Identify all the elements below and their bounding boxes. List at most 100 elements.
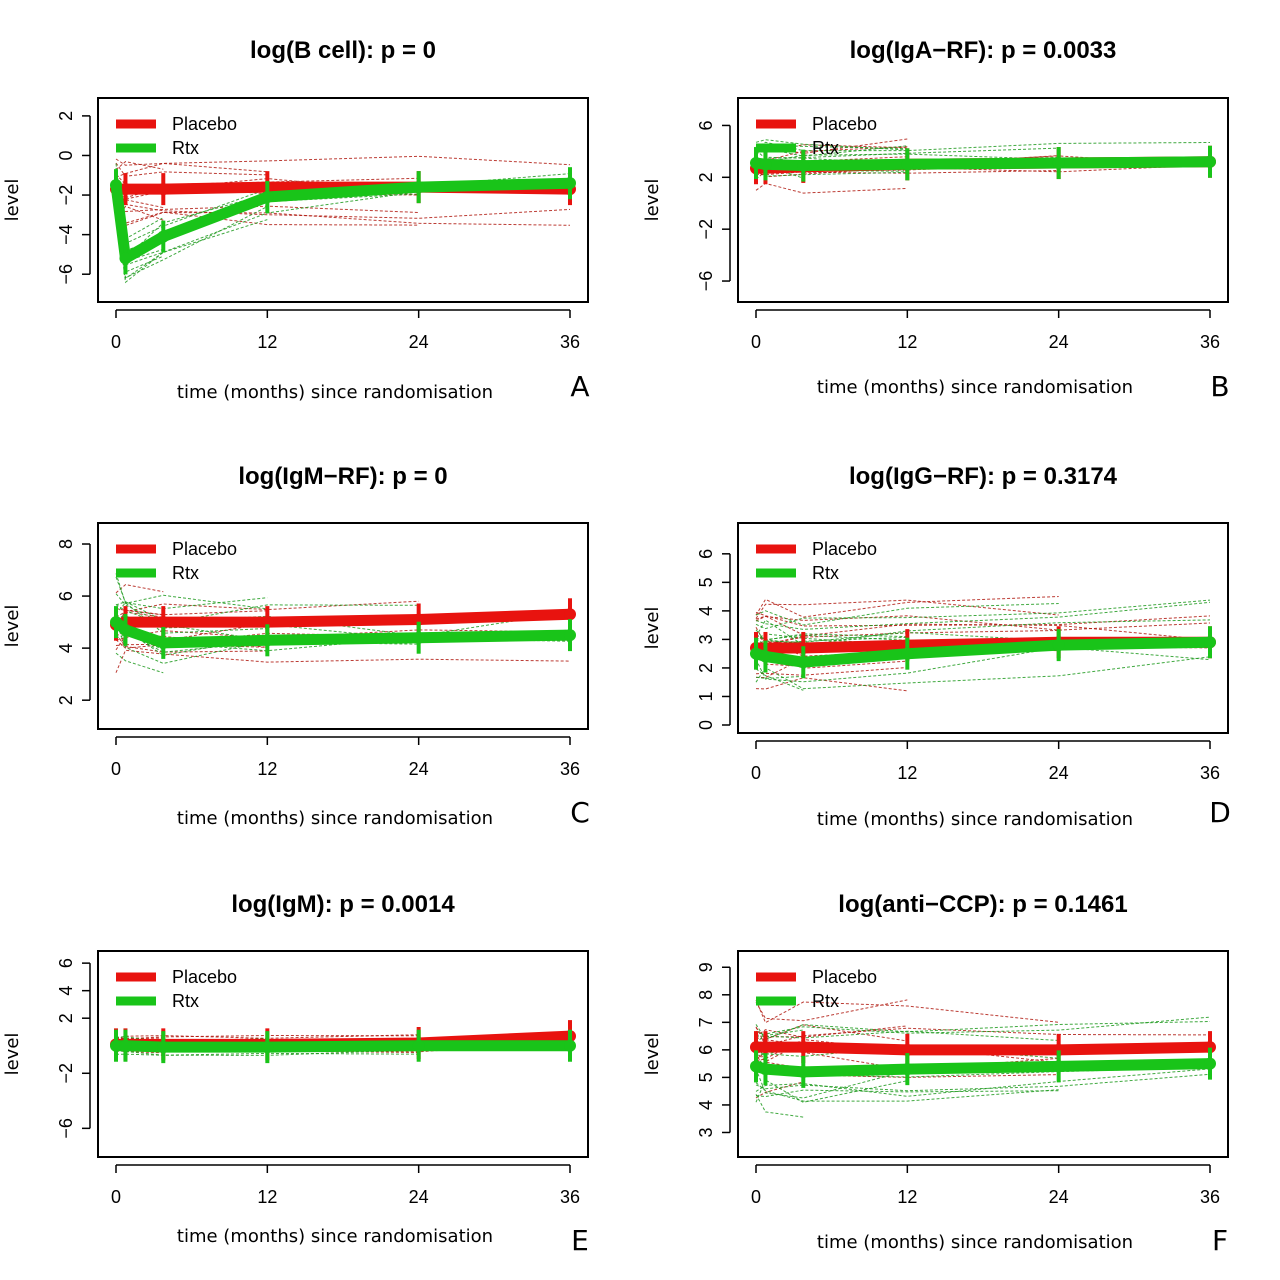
data-point [750,647,762,660]
individual-line [755,603,1059,626]
data-point [119,183,132,196]
x-tick-label: 36 [1200,763,1220,783]
y-tick-label: 0 [696,720,716,730]
panel-title: log(IgG−RF): p = 0.3174 [849,463,1118,490]
x-axis-title: time (months) since randomisation [817,809,1133,830]
x-tick-label: 0 [751,763,761,783]
individual-line [115,602,268,634]
legend-label: Rtx [812,138,839,158]
panel-title: log(anti−CCP): p = 0.1461 [838,891,1127,918]
y-tick-label: 3 [696,1127,716,1137]
panel-c: log(IgM−RF): p = 0 0 12 24 36 8 6 4 2 level time (… [2,463,590,829]
individual-line [755,1082,1059,1102]
individual-line [755,146,908,162]
data-point [1052,639,1065,652]
y-tick-label: −6 [56,1118,76,1139]
x-tick-label: 24 [409,1187,429,1207]
y-tick-label: 8 [696,990,716,1000]
y-tick-label: −4 [56,224,76,245]
individual-line [755,596,1059,618]
y-tick-label: 9 [696,962,716,972]
individual-line [115,162,268,177]
individual-line [115,161,164,171]
individual-line [755,611,1211,627]
data-point [157,616,170,629]
data-point [797,159,810,172]
data-point [750,1060,762,1073]
y-axis-title: level [642,1033,663,1076]
data-point [901,647,914,660]
y-tick-label: 2 [696,172,716,182]
plot-frame [97,522,589,730]
legend-label: Placebo [172,114,237,134]
y-tick-label: 6 [56,591,76,601]
y-axis-title: level [2,605,23,648]
individual-line [755,1094,804,1118]
data-point [1204,636,1216,649]
panel-title: log(B cell): p = 0 [250,37,436,64]
legend: Placebo Rtx [116,114,237,158]
data-point [759,1041,772,1054]
individual-line [755,677,908,692]
panel-title: log(IgM−RF): p = 0 [238,463,447,490]
plot-frame [737,950,1229,1158]
y-tick-label: 7 [696,1017,716,1027]
x-tick-label: 0 [751,1187,761,1207]
plot-frame [97,950,589,1158]
x-tick-label: 24 [1049,1187,1069,1207]
data-point [1052,1043,1065,1056]
individual-line [755,1021,1211,1040]
x-tick-label: 0 [111,1187,121,1207]
x-tick-label: 24 [1049,763,1069,783]
individual-line [115,652,164,674]
y-tick-label: 1 [696,691,716,701]
y-axis-title: level [2,1033,23,1076]
data-point [564,177,576,190]
data-point [901,158,914,171]
y-tick-label: 2 [56,695,76,705]
series-line-rtx [754,1058,1211,1078]
y-tick-label: 5 [696,1072,716,1082]
data-point [157,1041,170,1054]
individual-line [115,162,268,178]
x-tick-label: 12 [897,332,917,352]
individual-line [115,167,268,245]
plot-frame [737,97,1229,303]
individual-line [115,634,419,652]
y-tick-label: 6 [56,958,76,968]
legend-label: Rtx [812,563,839,583]
panel-letter: F [1212,1224,1228,1257]
y-tick-label: 3 [696,634,716,644]
individual-line [755,656,1211,690]
data-point [1204,1057,1216,1070]
individual-line [755,646,1211,683]
individual-line [115,576,268,610]
x-tick-label: 0 [111,759,121,779]
y-tick-label: −6 [56,264,76,285]
individual-line [115,198,164,209]
panel-a: log(B cell): p = 0 0 12 24 36 2 0 −2 −4 −6 level ti… [2,37,590,403]
individual-line [755,633,908,641]
data-point [261,1041,274,1054]
y-axis-title: level [642,179,663,222]
data-point [564,1039,576,1052]
x-tick-label: 36 [1200,1187,1220,1207]
individual-trajectories [755,596,1211,692]
data-point [759,650,772,663]
y-tick-label: 4 [696,1100,716,1110]
data-point [797,1041,810,1054]
data-point [119,1039,132,1052]
x-axis-title: time (months) since randomisation [177,382,493,403]
data-point [412,1039,425,1052]
data-point [1204,155,1216,168]
y-tick-label: 6 [696,1045,716,1055]
legend-label: Rtx [172,991,199,1011]
panel-letter: D [1209,796,1231,829]
y-tick-label: −2 [56,185,76,206]
y-axis-title: level [2,179,23,222]
data-point [797,656,810,669]
individual-line [115,206,268,280]
y-tick-label: 5 [696,577,716,587]
data-point [261,634,274,647]
legend: Placebo Rtx [756,967,877,1011]
